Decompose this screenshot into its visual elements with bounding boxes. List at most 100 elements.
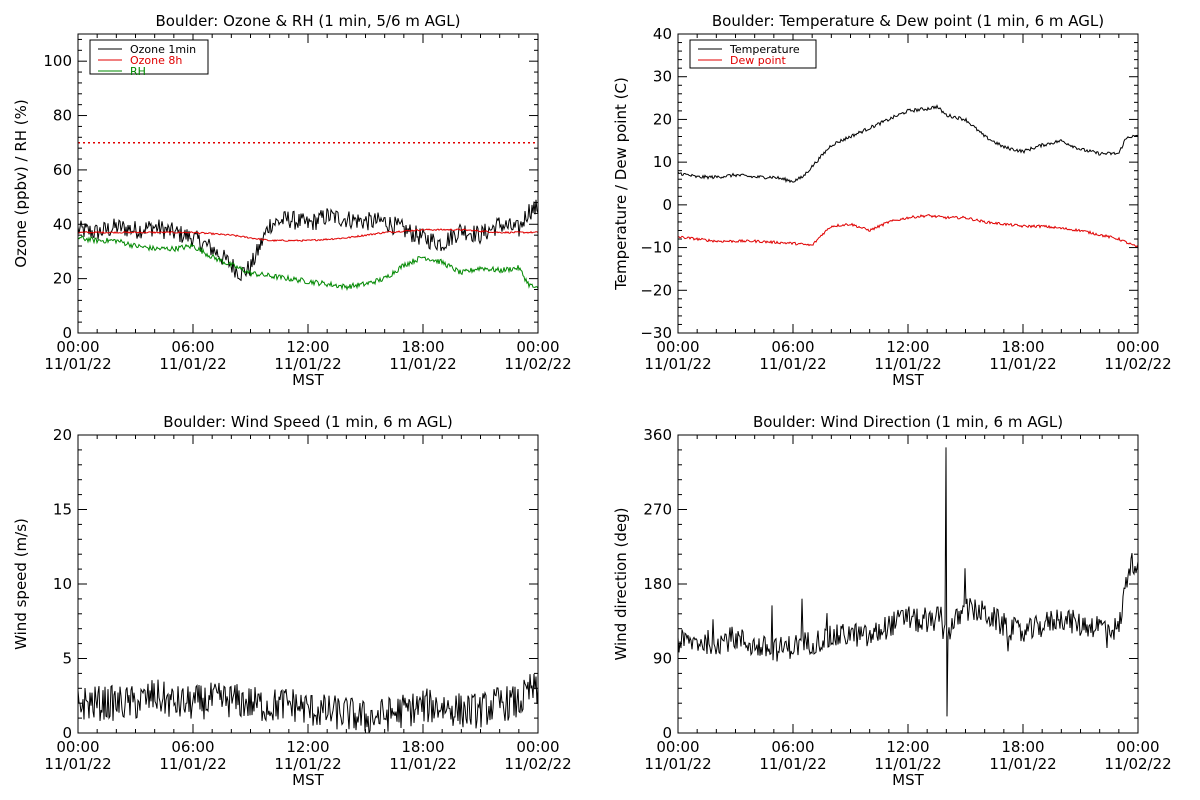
y-tick-label: −20 xyxy=(640,281,672,299)
x-tick-date-label: 11/01/22 xyxy=(274,755,341,773)
series-line-series-1 xyxy=(678,447,1138,717)
chart-title: Boulder: Wind Speed (1 min, 6 m AGL) xyxy=(163,413,452,431)
x-tick-time-label: 12:00 xyxy=(286,738,329,756)
x-tick-date-label: 11/01/22 xyxy=(44,755,111,773)
x-tick-date-label: 11/01/22 xyxy=(159,755,226,773)
y-axis-label: Wind direction (deg) xyxy=(612,508,630,661)
x-axis-label: MST xyxy=(292,371,324,389)
legend-label: Ozone 1min xyxy=(130,43,196,56)
x-tick-time-label: 00:00 xyxy=(1116,738,1159,756)
y-tick-label: 40 xyxy=(653,25,672,43)
x-tick-date-label: 11/01/22 xyxy=(159,355,226,373)
y-tick-label: 5 xyxy=(62,650,72,668)
x-tick-date-label: 11/01/22 xyxy=(759,355,826,373)
plot-frame xyxy=(77,434,539,734)
x-tick-time-label: 12:00 xyxy=(886,338,929,356)
legend-box xyxy=(89,39,209,75)
x-axis-label: MST xyxy=(892,771,924,789)
x-tick-date-label: 11/01/22 xyxy=(644,755,711,773)
x-tick-time-label: 00:00 xyxy=(516,738,559,756)
legend-label: RH xyxy=(130,65,146,78)
series-line-temperature xyxy=(678,104,1138,184)
series-line-dew-point xyxy=(678,214,1138,248)
chart-panel-4: Boulder: Wind Direction (1 min, 6 m AGL)… xyxy=(612,413,1172,789)
x-tick-time-label: 18:00 xyxy=(1001,338,1044,356)
x-tick-time-label: 12:00 xyxy=(286,338,329,356)
chart-panel-3: Boulder: Wind Speed (1 min, 6 m AGL) 0 5 10… xyxy=(12,413,572,789)
y-tick-label: 20 xyxy=(53,426,72,444)
x-tick-date-label: 11/01/22 xyxy=(874,355,941,373)
x-tick-time-label: 06:00 xyxy=(171,738,214,756)
y-tick-label: 20 xyxy=(53,270,72,288)
plot-frame xyxy=(677,33,1139,334)
x-tick-time-label: 00:00 xyxy=(656,338,699,356)
y-tick-label: 360 xyxy=(643,426,672,444)
chart-title: Boulder: Wind Direction (1 min, 6 m AGL) xyxy=(753,413,1063,431)
y-tick-label: 40 xyxy=(53,215,72,233)
x-axis-label: MST xyxy=(892,371,924,389)
plot-frame xyxy=(77,33,539,334)
y-tick-label: 30 xyxy=(653,68,672,86)
series-line-rh xyxy=(78,235,538,292)
plot-frame xyxy=(677,434,1139,734)
y-tick-label: −10 xyxy=(640,239,672,257)
y-tick-label: 0 xyxy=(662,196,672,214)
y-axis-label: Temperature / Dew point (C) xyxy=(612,77,630,291)
x-tick-date-label: 11/01/22 xyxy=(989,755,1056,773)
legend-label: Dew point xyxy=(730,54,786,67)
chart-panel-2: Boulder: Temperature & Dew point (1 min,… xyxy=(612,12,1172,389)
y-tick-label: 180 xyxy=(643,575,672,593)
x-tick-time-label: 18:00 xyxy=(1001,738,1044,756)
x-tick-time-label: 00:00 xyxy=(56,338,99,356)
x-tick-date-label: 11/01/22 xyxy=(389,755,456,773)
x-tick-time-label: 00:00 xyxy=(1116,338,1159,356)
y-tick-label: −30 xyxy=(640,324,672,342)
x-tick-date-label: 11/02/22 xyxy=(504,355,571,373)
x-tick-time-label: 06:00 xyxy=(771,738,814,756)
y-tick-label: 270 xyxy=(643,501,672,519)
x-tick-date-label: 11/01/22 xyxy=(274,355,341,373)
chart-title: Boulder: Ozone & RH (1 min, 5/6 m AGL) xyxy=(155,12,460,30)
x-tick-time-label: 00:00 xyxy=(56,738,99,756)
x-tick-date-label: 11/01/22 xyxy=(989,355,1056,373)
y-tick-label: 15 xyxy=(53,501,72,519)
y-axis-label: Ozone (ppbv) / RH (%) xyxy=(12,99,30,268)
x-tick-date-label: 11/02/22 xyxy=(1104,355,1171,373)
x-tick-date-label: 11/02/22 xyxy=(504,755,571,773)
y-tick-label: 60 xyxy=(53,161,72,179)
y-axis-label: Wind speed (m/s) xyxy=(12,518,30,650)
x-axis-label: MST xyxy=(292,771,324,789)
legend-box xyxy=(689,39,817,69)
y-tick-label: 10 xyxy=(653,153,672,171)
y-tick-label: 0 xyxy=(62,724,72,742)
legend-label: Ozone 8h xyxy=(130,54,182,67)
x-tick-date-label: 11/02/22 xyxy=(1104,755,1171,773)
x-tick-time-label: 18:00 xyxy=(401,738,444,756)
x-tick-date-label: 11/01/22 xyxy=(389,355,456,373)
x-tick-time-label: 06:00 xyxy=(771,338,814,356)
x-tick-date-label: 11/01/22 xyxy=(759,755,826,773)
y-tick-label: 100 xyxy=(43,52,72,70)
chart-panel-1: Boulder: Ozone & RH (1 min, 5/6 m AGL) 0 2… xyxy=(12,12,572,389)
y-tick-label: 20 xyxy=(653,110,672,128)
series-line-ozone-8h xyxy=(78,228,538,243)
x-tick-time-label: 12:00 xyxy=(886,738,929,756)
chart-title: Boulder: Temperature & Dew point (1 min,… xyxy=(712,12,1104,30)
x-tick-time-label: 00:00 xyxy=(516,338,559,356)
x-tick-time-label: 06:00 xyxy=(171,338,214,356)
y-tick-label: 80 xyxy=(53,107,72,125)
legend-label: Temperature xyxy=(729,43,800,56)
x-tick-date-label: 11/01/22 xyxy=(874,755,941,773)
x-tick-time-label: 00:00 xyxy=(656,738,699,756)
x-tick-date-label: 11/01/22 xyxy=(44,355,111,373)
x-tick-time-label: 18:00 xyxy=(401,338,444,356)
x-tick-date-label: 11/01/22 xyxy=(644,355,711,373)
y-tick-label: 0 xyxy=(62,324,72,342)
y-tick-label: 10 xyxy=(53,575,72,593)
y-tick-label: 0 xyxy=(662,724,672,742)
series-line-series-1 xyxy=(78,673,538,733)
y-tick-label: 90 xyxy=(653,650,672,668)
